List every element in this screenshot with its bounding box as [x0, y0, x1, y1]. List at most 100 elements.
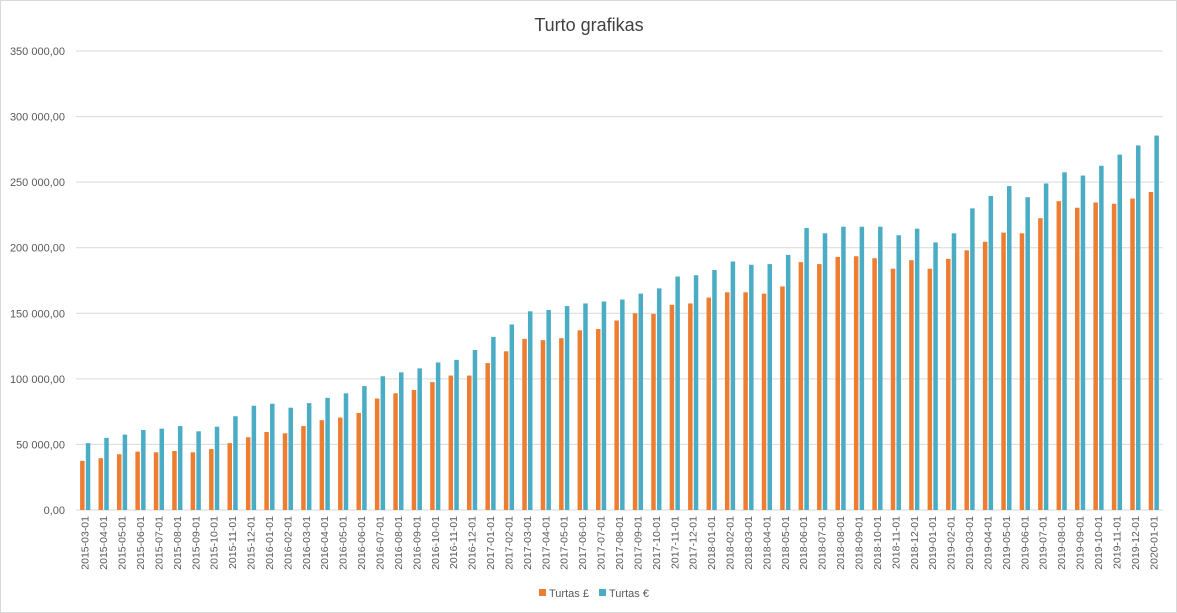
- bar: [177, 426, 183, 510]
- x-axis-ticks: 2015-03-01 2015-04-01 2015-05-01 2015-06-01…: [80, 516, 1161, 570]
- bar: [540, 340, 546, 510]
- bar: [245, 437, 251, 510]
- x-tick-label: 2017-10-01: [651, 516, 663, 570]
- bar: [730, 261, 736, 510]
- gridlines: [76, 50, 1163, 511]
- bar: [356, 412, 361, 510]
- x-tick-label: 2016-10-01: [430, 516, 442, 570]
- x-tick-label: 2017-04-01: [540, 516, 552, 570]
- bar: [399, 372, 404, 510]
- x-tick-label: 2016-08-01: [393, 516, 405, 570]
- bar: [651, 313, 656, 510]
- bar: [104, 437, 109, 510]
- x-tick-label: 2019-05-01: [1001, 516, 1013, 570]
- x-tick-label: 2017-06-01: [577, 516, 589, 570]
- x-tick-label: 2015-06-01: [135, 516, 147, 570]
- bar: [841, 226, 846, 510]
- bar: [638, 293, 644, 510]
- bar: [656, 288, 662, 510]
- bar: [712, 270, 717, 510]
- bar: [1019, 233, 1025, 510]
- bar: [282, 433, 288, 510]
- bar: [933, 242, 938, 510]
- x-tick-label: 2017-05-01: [559, 516, 571, 570]
- bar: [362, 386, 367, 510]
- bar: [583, 303, 588, 510]
- bar: [435, 362, 441, 510]
- bar: [522, 338, 527, 510]
- bar: [743, 292, 748, 510]
- bar: [1135, 145, 1141, 510]
- bar: [527, 311, 533, 510]
- x-tick-label: 2016-05-01: [338, 516, 350, 570]
- y-tick-label: 150 000,00: [10, 308, 65, 320]
- bar: [896, 235, 901, 510]
- x-tick-label: 2019-10-01: [1093, 516, 1105, 570]
- bar: [270, 403, 275, 510]
- x-tick-label: 2018-11-01: [890, 516, 902, 569]
- bar: [1056, 201, 1062, 510]
- y-tick-label: 200 000,00: [10, 243, 65, 255]
- bar: [946, 258, 951, 510]
- bar: [1154, 135, 1159, 510]
- bar: [595, 329, 601, 510]
- bar: [890, 268, 896, 510]
- bar: [85, 443, 91, 510]
- x-tick-label: 2016-11-01: [448, 516, 460, 569]
- bar: [319, 420, 325, 510]
- x-tick-label: 2016-02-01: [282, 516, 294, 570]
- legend-label: Turtas €: [609, 588, 649, 600]
- bar: [1093, 202, 1098, 510]
- legend-swatch: [599, 589, 606, 596]
- bar: [546, 310, 551, 510]
- x-tick-label: 2017-08-01: [614, 516, 626, 570]
- x-tick-label: 2018-04-01: [761, 516, 773, 570]
- x-tick-label: 2018-02-01: [725, 516, 737, 570]
- y-axis-ticks: 0,00 50 000,00 100 000,00 150 000,00 200 000…: [10, 46, 65, 517]
- bar: [669, 304, 675, 510]
- bar: [785, 254, 791, 510]
- bar: [798, 262, 804, 510]
- bar: [601, 301, 607, 510]
- bar: [472, 350, 478, 510]
- bar: [859, 226, 865, 510]
- bar: [822, 233, 828, 510]
- bar: [693, 275, 699, 510]
- x-tick-label: 2019-02-01: [946, 516, 958, 570]
- x-tick-label: 2015-08-01: [172, 516, 184, 570]
- x-tick-label: 2019-11-01: [1111, 516, 1123, 569]
- x-tick-label: 2018-10-01: [872, 516, 884, 570]
- x-tick-label: 2016-12-01: [467, 516, 479, 570]
- x-tick-label: 2019-07-01: [1038, 516, 1050, 570]
- bar: [804, 228, 809, 511]
- x-tick-label: 2019-04-01: [982, 516, 994, 570]
- bar: [878, 226, 883, 510]
- bar: [301, 426, 306, 510]
- bar: [141, 430, 146, 510]
- bar: [485, 363, 490, 510]
- bar: [914, 228, 920, 510]
- bar: [1080, 175, 1086, 511]
- y-tick-label: 50 000,00: [16, 439, 65, 451]
- bar: [338, 417, 343, 510]
- y-tick-label: 350 000,00: [10, 46, 65, 58]
- bar: [448, 375, 454, 510]
- x-tick-label: 2015-03-01: [80, 516, 92, 570]
- bar: [196, 431, 201, 510]
- bar: [264, 431, 269, 510]
- bar: [1043, 183, 1049, 510]
- legend-swatch: [539, 589, 546, 596]
- bar: [835, 256, 840, 510]
- x-tick-label: 2015-04-01: [98, 516, 110, 570]
- bar: [122, 434, 128, 510]
- bar: [393, 393, 398, 510]
- bar: [509, 324, 515, 510]
- bar: [675, 276, 680, 510]
- bar: [706, 297, 712, 510]
- bar: [214, 426, 220, 510]
- x-tick-label: 2017-03-01: [522, 516, 534, 570]
- y-tick-label: 300 000,00: [10, 112, 65, 124]
- chart-title: Turto grafikas: [534, 15, 643, 35]
- bar: [1148, 191, 1154, 510]
- bar: [559, 338, 564, 510]
